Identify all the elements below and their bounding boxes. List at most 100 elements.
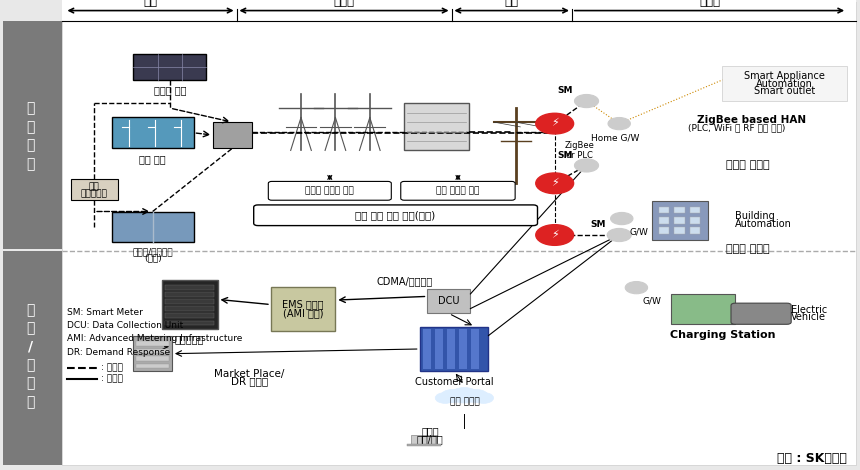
Text: 수용가: 수용가 <box>699 0 720 8</box>
Bar <box>112 212 194 242</box>
Text: G/W: G/W <box>630 227 648 236</box>
Bar <box>690 207 700 213</box>
Text: 통
신
/
제
어
망: 통 신 / 제 어 망 <box>27 303 35 409</box>
Circle shape <box>440 390 464 403</box>
Bar <box>427 289 470 313</box>
Bar <box>112 118 194 148</box>
Circle shape <box>536 225 574 245</box>
Bar <box>674 207 685 213</box>
Text: DR: Demand Response: DR: Demand Response <box>67 347 170 357</box>
Bar <box>420 327 488 371</box>
Bar <box>659 207 669 213</box>
Text: SM: SM <box>590 220 605 229</box>
Bar <box>671 294 735 324</box>
Bar <box>165 299 214 304</box>
Bar <box>652 201 708 240</box>
Text: 제어시스템: 제어시스템 <box>81 189 108 198</box>
Circle shape <box>611 212 633 225</box>
Text: 무선 인터넷: 무선 인터넷 <box>450 397 479 407</box>
Text: 전
력
계
통: 전 력 계 통 <box>27 102 35 171</box>
Text: Building: Building <box>735 211 775 221</box>
Text: Electric: Electric <box>791 305 827 315</box>
FancyBboxPatch shape <box>731 303 791 324</box>
Text: Smart Appliance: Smart Appliance <box>744 71 826 81</box>
Text: (한전): (한전) <box>144 254 162 263</box>
Text: 전력 계통 관리 센터(한전): 전력 계통 관리 센터(한전) <box>355 210 436 220</box>
FancyBboxPatch shape <box>268 181 391 200</box>
Circle shape <box>574 94 599 108</box>
Text: AMI: Advanced Metering Infrastructure: AMI: Advanced Metering Infrastructure <box>67 334 243 344</box>
Text: : 통신망: : 통신망 <box>101 375 123 384</box>
Bar <box>404 103 469 150</box>
Text: Market Place/: Market Place/ <box>214 368 285 379</box>
Circle shape <box>607 228 631 242</box>
Text: Customer Portal: Customer Portal <box>415 377 494 387</box>
Bar <box>407 444 441 446</box>
Text: ZigBee
or PLC: ZigBee or PLC <box>565 141 594 160</box>
Circle shape <box>451 387 478 403</box>
Text: 발전: 발전 <box>89 182 100 191</box>
Bar <box>271 287 335 331</box>
Bar <box>423 329 431 369</box>
Text: SM: Smart Meter: SM: Smart Meter <box>67 308 143 317</box>
Text: 가정용 수용가: 가정용 수용가 <box>727 160 770 171</box>
Text: 풍력 발전: 풍력 발전 <box>139 154 166 164</box>
Text: 빌링시스템: 빌링시스템 <box>175 335 205 345</box>
Bar <box>165 285 214 290</box>
Bar <box>136 341 169 346</box>
Bar <box>3 21 62 249</box>
Text: DCU: Data Collection Unit: DCU: Data Collection Unit <box>67 321 183 330</box>
Bar <box>133 54 206 80</box>
Text: 전달/제어: 전달/제어 <box>416 434 444 445</box>
Circle shape <box>536 173 574 194</box>
Text: (AMI 서버): (AMI 서버) <box>283 308 323 318</box>
Circle shape <box>608 118 630 130</box>
Text: 발전: 발전 <box>144 0 157 8</box>
FancyBboxPatch shape <box>254 205 538 226</box>
Text: EMS 플랫폼: EMS 플랫폼 <box>282 299 324 309</box>
Text: 송변전: 송변전 <box>334 0 354 8</box>
Text: : 전력망: : 전력망 <box>101 363 123 372</box>
Bar <box>133 336 172 371</box>
Text: Vehicle: Vehicle <box>791 313 826 322</box>
Text: 배전 시스템 관리: 배전 시스템 관리 <box>436 186 480 196</box>
Circle shape <box>625 282 648 294</box>
Text: DR 시스템: DR 시스템 <box>230 376 268 387</box>
Circle shape <box>536 113 574 134</box>
Bar <box>3 251 62 465</box>
Bar <box>447 329 455 369</box>
Text: ⚡: ⚡ <box>550 178 559 188</box>
Bar <box>659 217 669 224</box>
Bar <box>213 122 252 148</box>
Text: ⚡: ⚡ <box>550 230 559 240</box>
Text: Charging Station: Charging Station <box>670 329 775 340</box>
Text: 자료 : SK텔레콤: 자료 : SK텔레콤 <box>777 452 847 465</box>
Text: Automation: Automation <box>735 219 792 229</box>
Text: 사업용 수용가: 사업용 수용가 <box>727 244 770 254</box>
Circle shape <box>464 390 488 403</box>
Circle shape <box>474 392 494 403</box>
Bar <box>459 329 467 369</box>
Text: SM: SM <box>557 86 573 95</box>
Text: 원자력/화력발전: 원자력/화력발전 <box>132 248 173 257</box>
Bar <box>165 313 214 318</box>
Bar <box>136 356 169 361</box>
Bar <box>165 321 214 325</box>
Circle shape <box>435 392 455 403</box>
Text: 송변전 시스템 관리: 송변전 시스템 관리 <box>305 186 354 196</box>
Text: CDMA/인터넷망: CDMA/인터넷망 <box>376 276 433 286</box>
Bar <box>722 66 847 101</box>
Bar <box>162 280 218 329</box>
Bar <box>674 227 685 234</box>
Bar <box>471 329 479 369</box>
Text: ⚡: ⚡ <box>550 118 559 129</box>
Text: G/W: G/W <box>642 296 661 305</box>
Bar <box>435 329 443 369</box>
Bar <box>659 227 669 234</box>
Text: SM: SM <box>557 151 573 160</box>
Text: Automation: Automation <box>756 79 814 89</box>
Bar <box>165 292 214 297</box>
Circle shape <box>574 159 599 172</box>
Bar <box>71 179 118 200</box>
Text: 태양열 발전: 태양열 발전 <box>154 86 186 95</box>
